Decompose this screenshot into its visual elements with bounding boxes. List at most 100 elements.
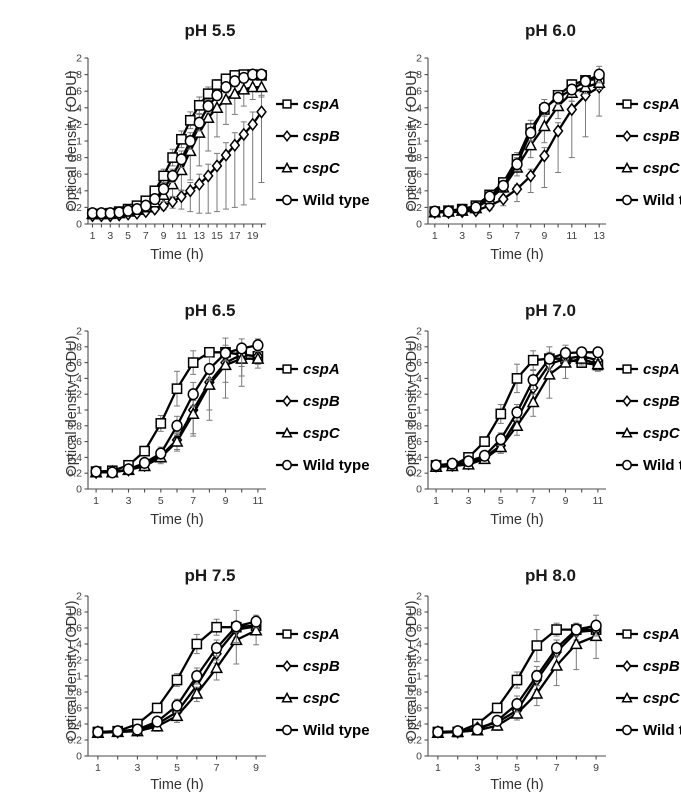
svg-text:Wild type: Wild type xyxy=(643,722,681,739)
chart-title: pH 7.0 xyxy=(524,301,577,320)
x-tick-label: 1 xyxy=(432,230,438,242)
x-tick-label: 5 xyxy=(498,495,504,507)
y-tick-label: 2 xyxy=(76,326,82,338)
axes: 0 0.2 0.4 0.6 0.8 1 1.2 1.4 1.6 1.8 2 1 3 5 7 9 11 xyxy=(407,326,606,507)
series-Wild-type xyxy=(86,68,268,220)
y-tick-label: 2 xyxy=(416,326,422,338)
svg-text:cspB: cspB xyxy=(643,128,680,145)
y-tick-label: 1.6 xyxy=(407,357,422,369)
y-tick-label: 1 xyxy=(76,136,82,148)
svg-text:cspA: cspA xyxy=(643,361,680,378)
legend-item-cspC: cspC xyxy=(276,160,341,177)
legend-item-cspA: cspA xyxy=(616,626,680,643)
y-tick-label: 0.8 xyxy=(407,152,422,164)
legend-item-cspB: cspB xyxy=(616,128,680,145)
x-tick-label: 9 xyxy=(563,495,569,507)
legend: cspA cspB cspC Wild type xyxy=(616,626,681,739)
svg-text:cspA: cspA xyxy=(303,96,340,113)
y-tick-label: 1.2 xyxy=(67,389,82,401)
y-tick-label: 1.8 xyxy=(407,69,422,81)
x-tick-label: 1 xyxy=(435,762,441,774)
legend-item-cspB: cspB xyxy=(276,393,340,410)
y-tick-label: 0.4 xyxy=(407,185,422,197)
x-tick-label: 11 xyxy=(252,495,263,507)
y-tick-label: 0.2 xyxy=(407,735,422,747)
axes: 00.20.40.60.811.21.41.61.821 3 5 7 9 11 13 xyxy=(407,53,606,242)
x-tick-label: 11 xyxy=(592,495,603,507)
chart-title: pH 6.5 xyxy=(184,301,236,320)
y-tick-label: 0.8 xyxy=(407,420,422,432)
x-tick-label: 5 xyxy=(514,762,520,774)
legend-item-cspB: cspB xyxy=(276,658,340,675)
y-tick-label: 0.8 xyxy=(67,152,82,164)
legend-item-Wild-type: Wild type xyxy=(616,192,681,209)
y-tick-label: 1.6 xyxy=(407,86,422,98)
x-tick-label: 3 xyxy=(466,495,472,507)
svg-text:cspC: cspC xyxy=(303,690,341,707)
x-tick-label: 5 xyxy=(158,495,164,507)
series-cspC xyxy=(89,350,265,478)
legend-item-cspA: cspA xyxy=(276,96,340,113)
y-tick-label: 1.6 xyxy=(67,623,82,635)
svg-text:Wild type: Wild type xyxy=(643,457,681,474)
x-tick-label: 17 xyxy=(229,230,241,242)
legend-item-cspC: cspC xyxy=(276,690,341,707)
x-tick-label: 9 xyxy=(223,495,229,507)
x-tick-label: 9 xyxy=(541,230,547,242)
y-tick-label: 0 xyxy=(76,751,82,763)
legend: cspA cspB cspC Wild type xyxy=(616,96,681,209)
y-tick-label: 0.4 xyxy=(67,452,82,464)
x-tick-label: 9 xyxy=(593,762,599,774)
y-tick-label: 0.4 xyxy=(67,185,82,197)
svg-text:cspB: cspB xyxy=(643,658,680,675)
svg-text:cspB: cspB xyxy=(303,393,340,410)
series-Wild-type xyxy=(430,344,604,472)
y-tick-label: 0.2 xyxy=(67,735,82,747)
y-tick-label: 0.6 xyxy=(67,169,82,181)
y-tick-label: 2 xyxy=(416,591,422,603)
chart-ph-7-5: pH 7.5 Optical density (ODU) 0 0.2 0.4 0.6 0… xyxy=(40,546,380,811)
x-tick-label: 1 xyxy=(93,495,99,507)
chart-title: pH 8.0 xyxy=(524,566,577,585)
series-Wild-type xyxy=(432,614,602,739)
svg-text:Wild type: Wild type xyxy=(303,722,370,739)
legend-item-cspB: cspB xyxy=(276,128,340,145)
legend-item-cspC: cspC xyxy=(276,425,341,442)
y-tick-label: 1.8 xyxy=(67,607,82,619)
y-tick-label: 0.2 xyxy=(407,468,422,480)
y-tick-label: 1.2 xyxy=(67,655,82,667)
legend-item-cspB: cspB xyxy=(616,393,680,410)
legend-item-Wild-type: Wild type xyxy=(616,722,681,739)
y-tick-label: 0.6 xyxy=(407,436,422,448)
svg-text:cspC: cspC xyxy=(643,160,681,177)
svg-text:Wild type: Wild type xyxy=(303,192,370,209)
y-tick-label: 0.4 xyxy=(407,452,422,464)
chart-ph-5-5: pH 5.5 Optical density (ODU) 0 0.2 0.4 0.6 0… xyxy=(40,16,380,281)
x-tick-label: 1 xyxy=(95,762,101,774)
chart-title: pH 7.5 xyxy=(184,566,236,585)
y-tick-label: 0.2 xyxy=(67,468,82,480)
chart-ph-6-5: pH 6.5 Optical density (ODU) 0 0.2 0.4 0.6 0… xyxy=(40,281,380,546)
legend-item-Wild-type: Wild type xyxy=(276,192,370,209)
svg-text:cspA: cspA xyxy=(303,626,340,643)
svg-text:cspC: cspC xyxy=(303,425,341,442)
y-tick-label: 1.2 xyxy=(407,389,422,401)
legend: cspA cspB cspC Wild type xyxy=(276,361,370,474)
svg-text:cspB: cspB xyxy=(303,128,340,145)
legend-item-cspA: cspA xyxy=(276,361,340,378)
legend-item-Wild-type: Wild type xyxy=(616,457,681,474)
y-tick-label: 1.4 xyxy=(67,102,82,114)
axes: 0 0.2 0.4 0.6 0.8 1 1.2 1.4 1.6 1.8 2 1 3 5 7 9 11 xyxy=(67,326,266,507)
y-tick-label: 1.4 xyxy=(67,373,82,385)
x-tick-label: 7 xyxy=(214,762,220,774)
x-axis-label: Time (h) xyxy=(150,512,204,528)
plot-area: 0 0.2 0.4 0.6 0.8 1 1.2 1.4 1.6 1.8 2 1 3 5 7 9 cspA cspB… xyxy=(67,591,370,775)
svg-text:cspA: cspA xyxy=(643,96,680,113)
axes: 00.20.40.60.811.21.41.61.821 3 5 7 9 11 13 15 17… xyxy=(67,53,266,242)
x-tick-label: 7 xyxy=(514,230,520,242)
x-tick-label: 7 xyxy=(143,230,149,242)
legend: cspA cspB cspC Wild type xyxy=(276,96,370,209)
axes: 0 0.2 0.4 0.6 0.8 1 1.2 1.4 1.6 1.8 2 1 3 5 7 9 xyxy=(67,591,266,774)
y-tick-label: 1.2 xyxy=(407,119,422,131)
x-tick-label: 5 xyxy=(487,230,493,242)
